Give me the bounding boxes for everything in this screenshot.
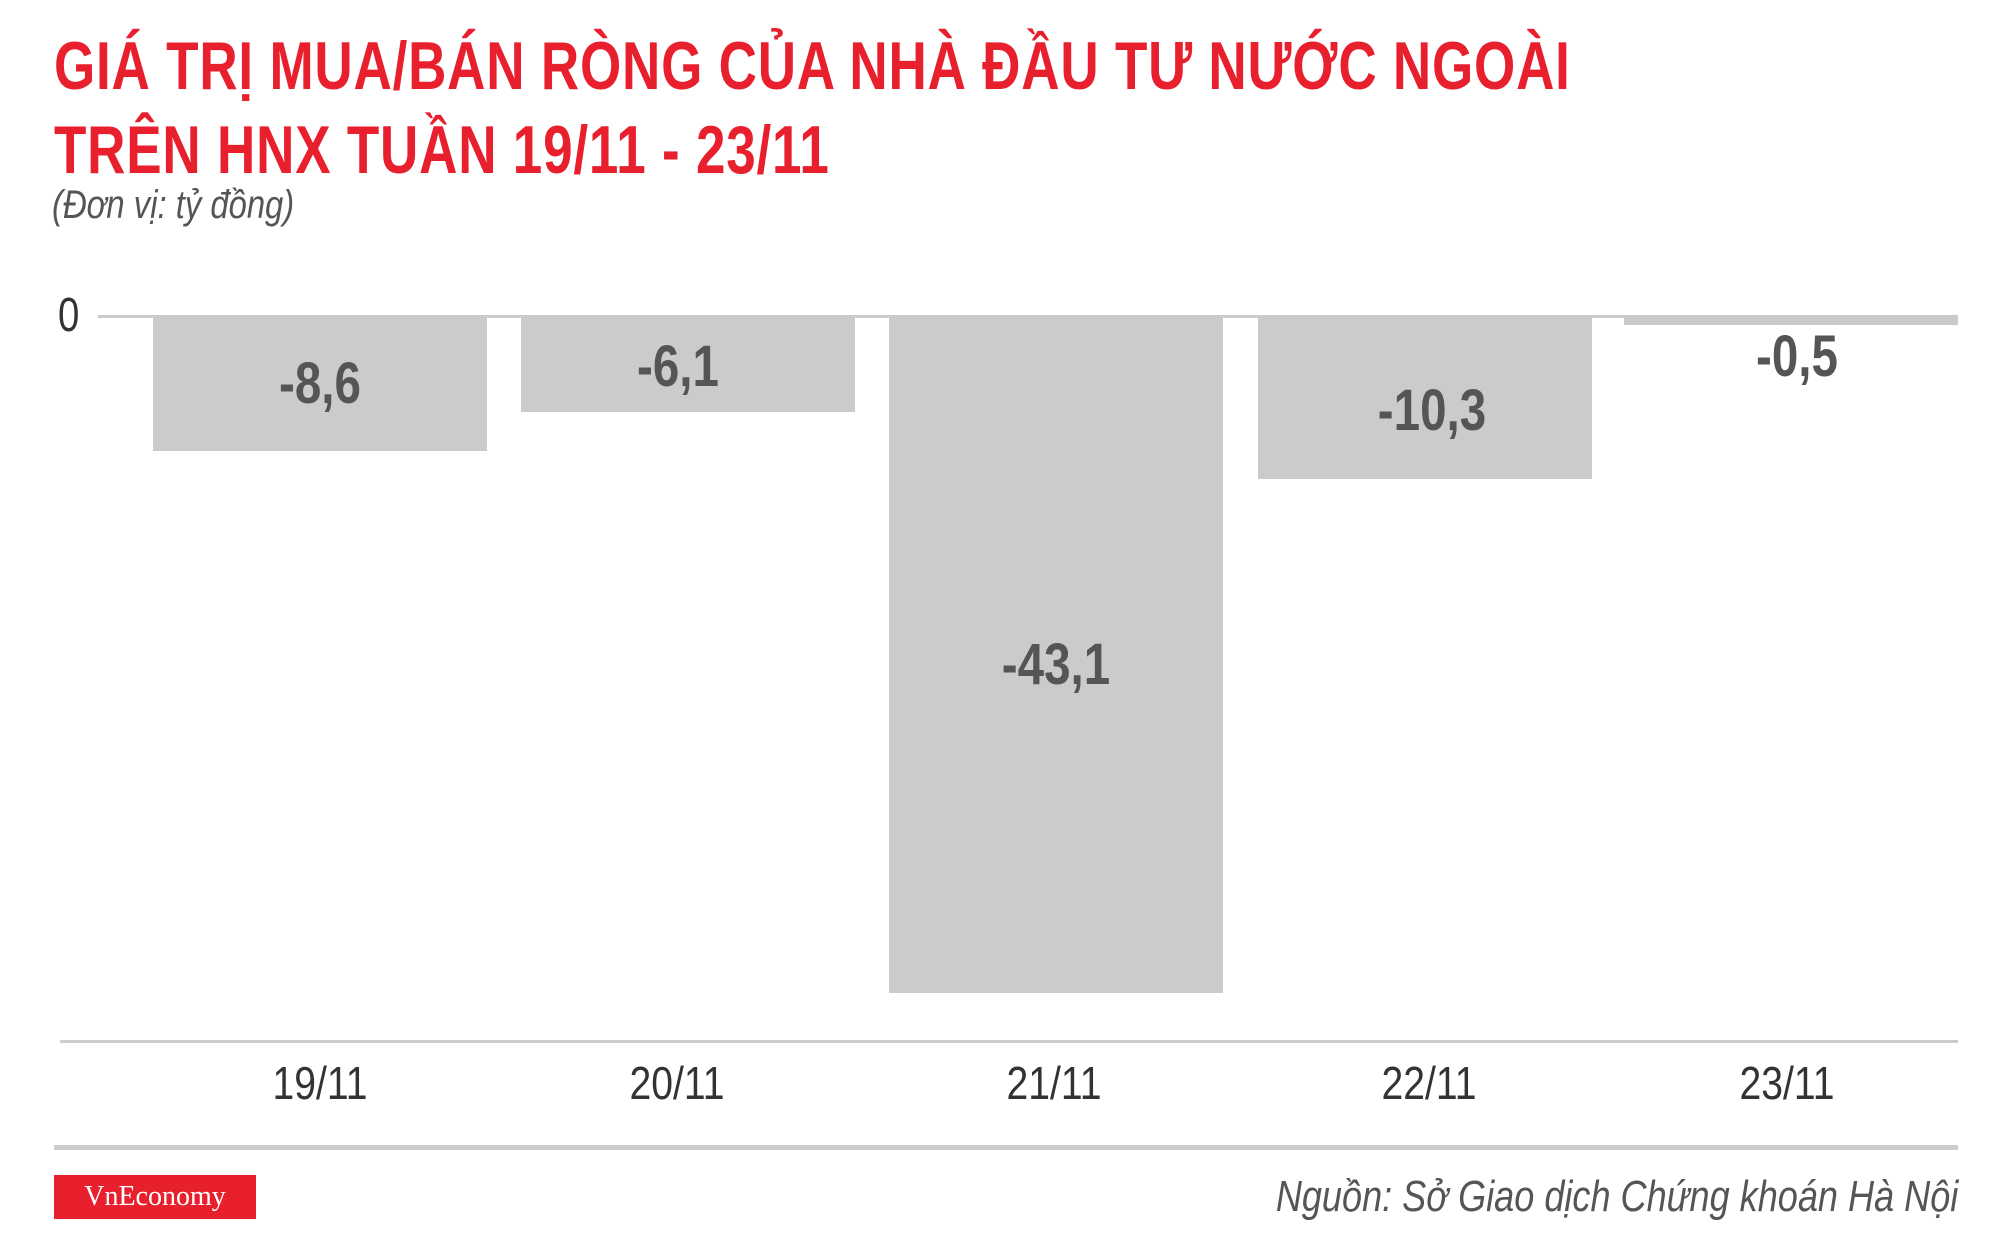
bar-value-label: -8,6 — [279, 351, 361, 416]
x-axis-line — [60, 1040, 1958, 1043]
bar-19-11 — [153, 317, 487, 451]
x-tick-label: 23/11 — [1739, 1057, 1835, 1109]
bar-value-label: -10,3 — [1377, 378, 1487, 443]
vneconomy-logo: VnEconomy — [54, 1175, 256, 1219]
title-line-2: TRÊN HNX TUẦN 19/11 - 23/11 — [54, 112, 830, 188]
x-tick-label: 21/11 — [1006, 1057, 1102, 1109]
bar-value-label: -6,1 — [637, 334, 719, 399]
x-tick-label: 22/11 — [1381, 1057, 1477, 1109]
bar-21-11 — [889, 317, 1223, 993]
footer-divider — [54, 1145, 1958, 1150]
bar-value-label: -0,5 — [1756, 324, 1838, 389]
title-line-1: GIÁ TRỊ MUA/BÁN RÒNG CỦA NHÀ ĐẦU TƯ NƯỚC… — [54, 28, 1571, 104]
source-note: Nguồn: Sở Giao dịch Chứng khoán Hà Nội — [1275, 1172, 1958, 1221]
bar-23-11 — [1624, 317, 1958, 325]
bar-20-11 — [521, 317, 855, 412]
x-tick-label: 19/11 — [272, 1057, 368, 1109]
unit-label: (Đơn vị: tỷ đồng) — [52, 183, 295, 227]
bar-value-label: -43,1 — [1001, 632, 1111, 697]
chart-title: GIÁ TRỊ MUA/BÁN RÒNG CỦA NHÀ ĐẦU TƯ NƯỚC… — [54, 24, 1571, 192]
x-tick-label: 20/11 — [629, 1057, 725, 1109]
y-axis-zero-label: 0 — [58, 289, 80, 342]
zero-baseline — [98, 315, 1958, 318]
bar-22-11 — [1258, 317, 1592, 479]
